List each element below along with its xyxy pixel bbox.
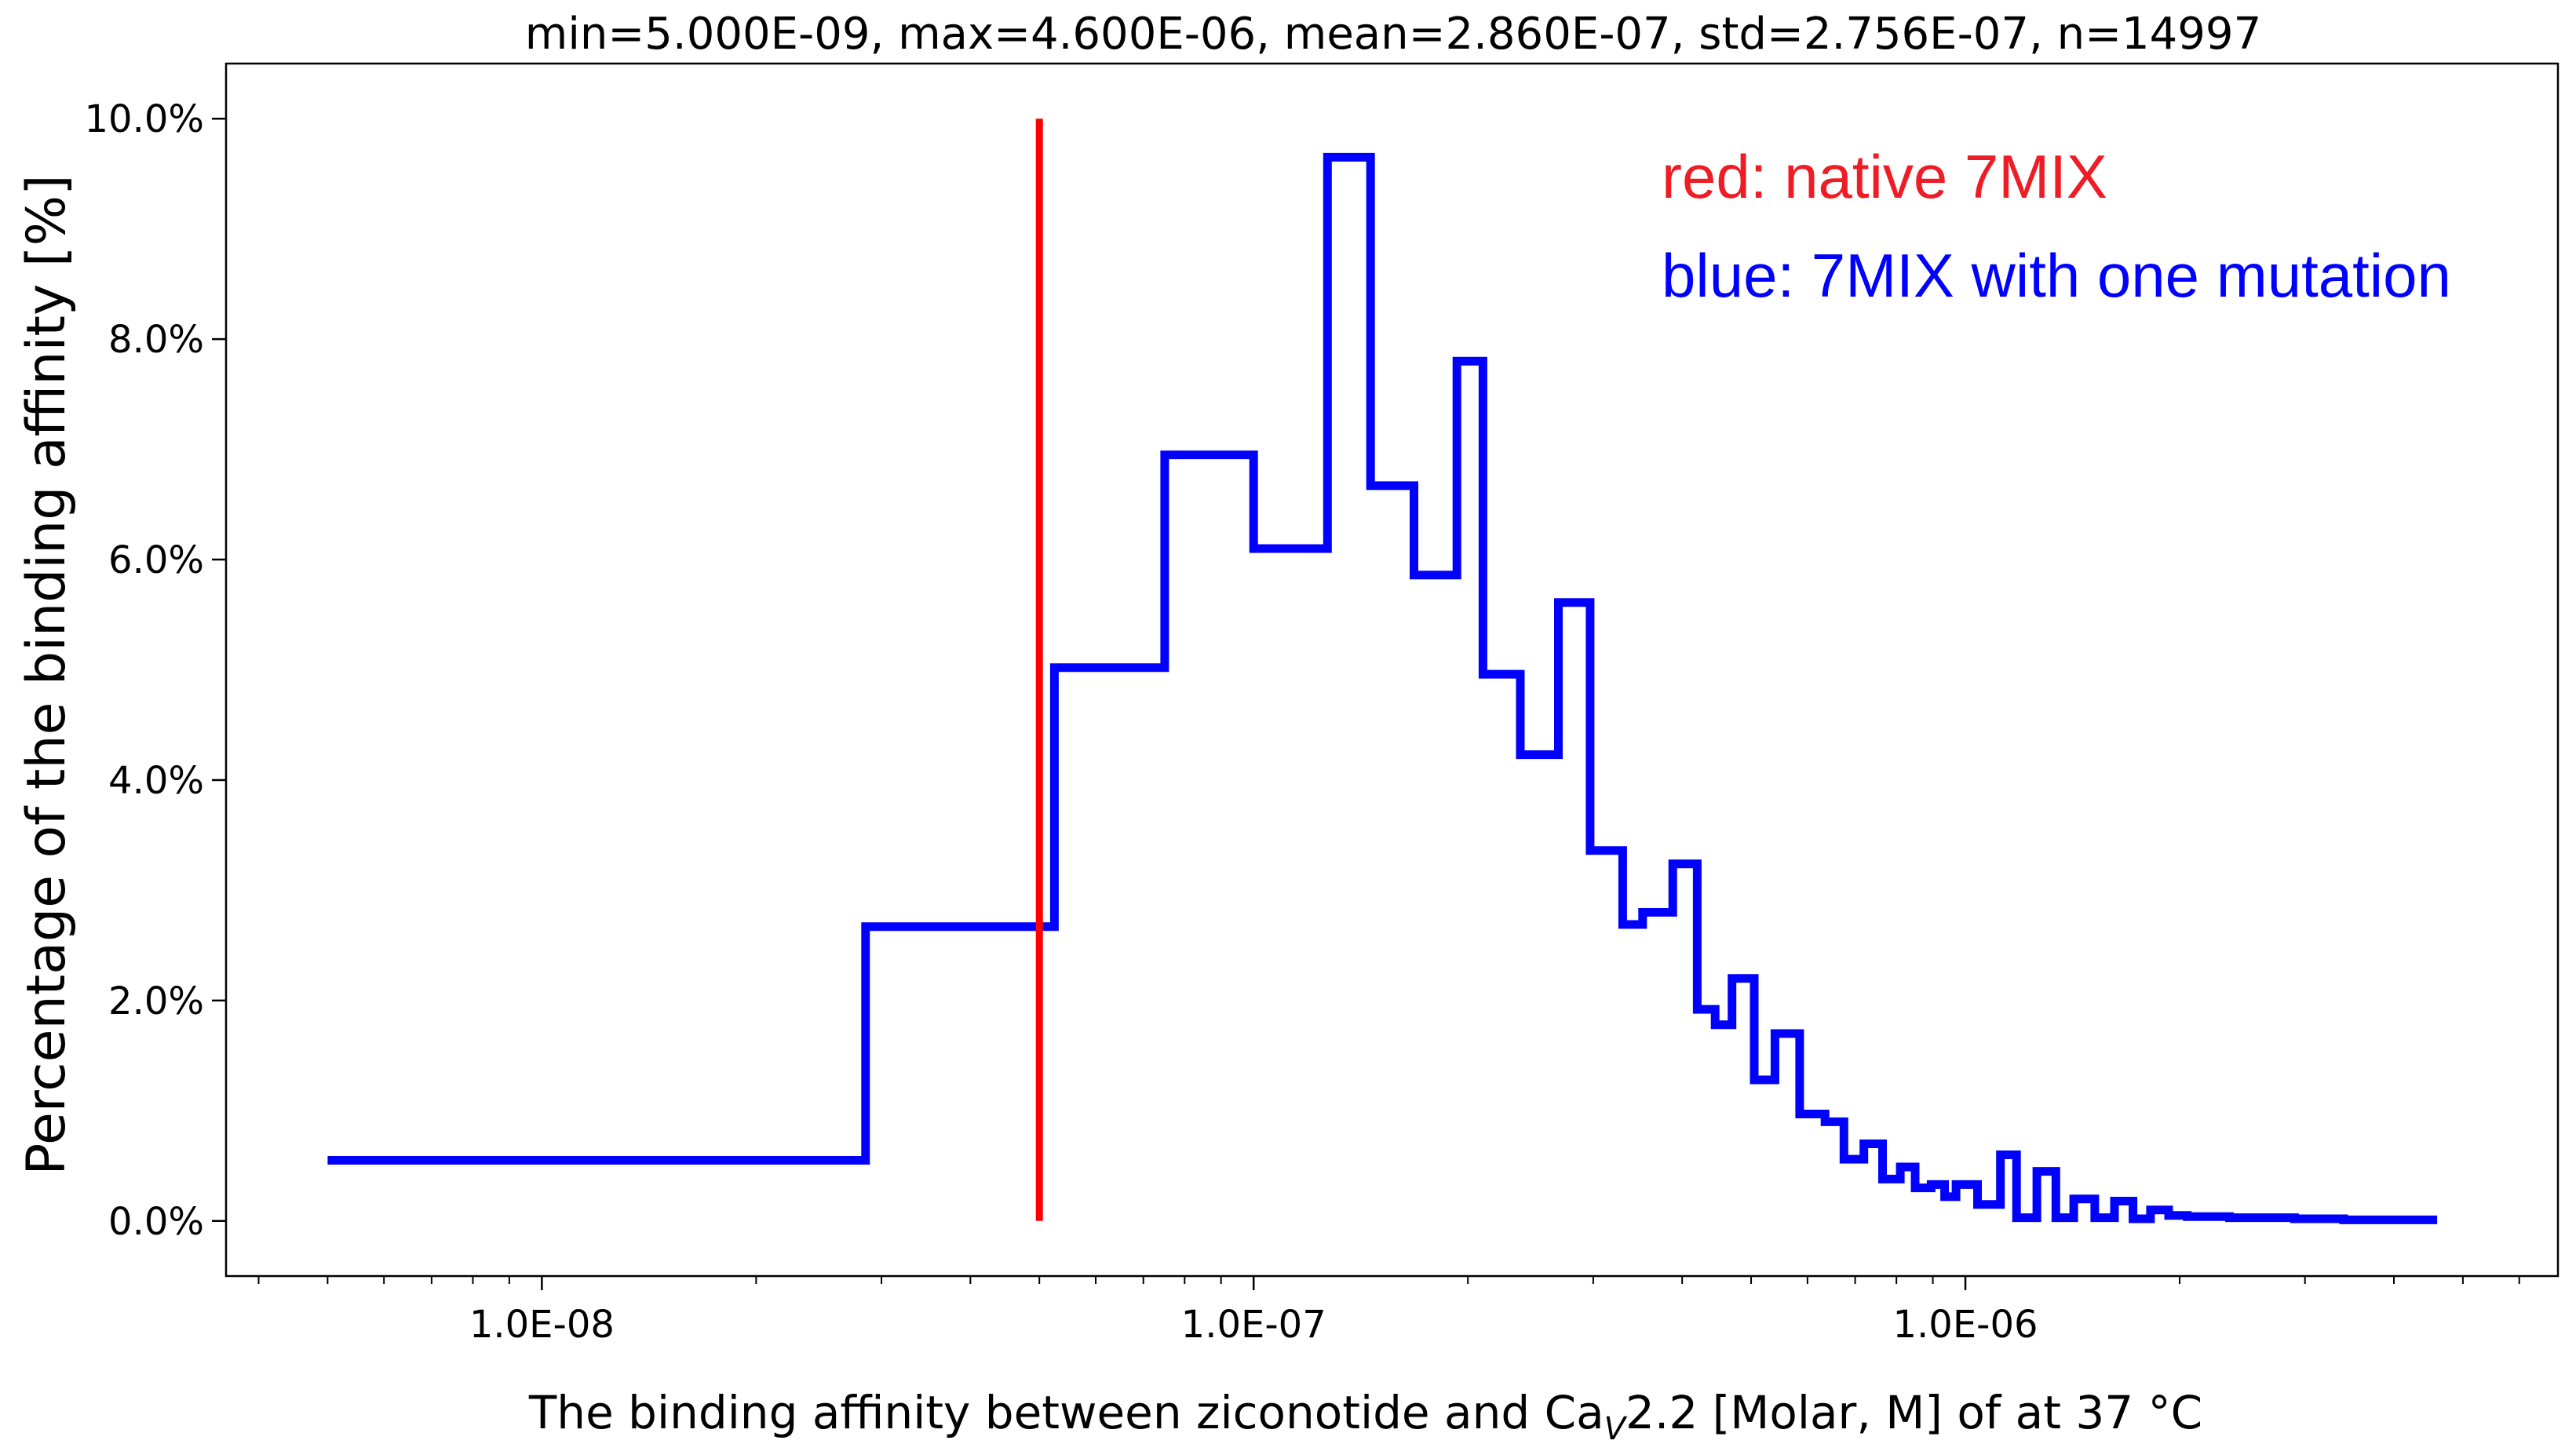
chart-title: min=5.000E-09, max=4.600E-06, mean=2.860… [525,9,2261,60]
plot-frame [224,62,2560,1278]
x-axis-label-main: The binding affinity between ziconotide … [528,1386,1604,1439]
y-tick-label: 2.0% [108,979,204,1023]
annotation-native: red: native 7MIX [1662,142,2107,211]
x-axis-label: The binding affinity between ziconotide … [528,1386,2202,1444]
x-axis-label-sub: V [1604,1411,1628,1444]
y-tick-label: 0.0% [108,1200,204,1244]
x-minor-ticks [257,1276,2520,1284]
plot-area: 1.0E-08 1.0E-07 1.0E-06 0.0% 2.0% 4.0% 6.0% 8.… [85,62,2560,1347]
annotation-mutation: blue: 7MIX with one mutation [1662,241,2451,310]
y-ticks: 0.0% 2.0% 4.0% 6.0% 8.0% 10.0% [85,97,226,1244]
x-tick-label: 1.0E-07 [1181,1303,1326,1347]
x-tick-label: 1.0E-08 [469,1303,615,1347]
y-tick-label: 8.0% [108,318,204,362]
x-major-ticks: 1.0E-08 1.0E-07 1.0E-06 [469,1276,2038,1347]
y-tick-label: 4.0% [108,759,204,803]
series-line-mutations [327,152,2438,1224]
y-axis-label: Percentage of the binding affinity [%] [16,174,78,1175]
y-tick-label: 6.0% [108,538,204,582]
x-axis-label-tail: 2.2 [Molar, M] of at 37 °C [1626,1386,2202,1439]
y-tick-label: 10.0% [85,97,204,141]
x-tick-label: 1.0E-06 [1893,1303,2038,1347]
